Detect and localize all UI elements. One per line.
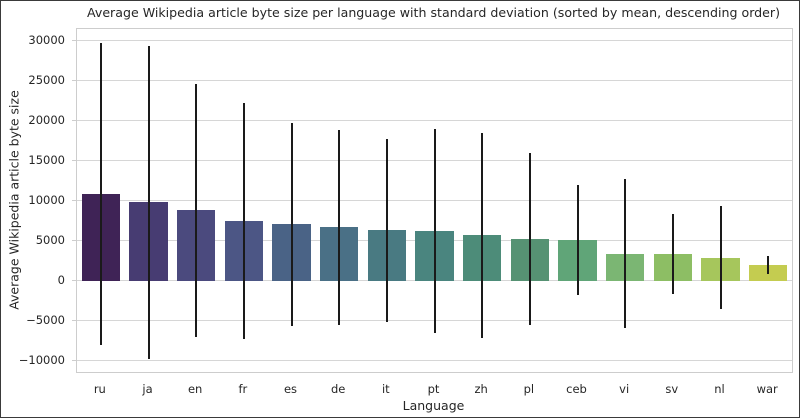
ytick-mark-0 (72, 279, 76, 281)
error-bar-pl (528, 152, 531, 326)
xtick-label-ceb: ceb (566, 382, 587, 396)
error-bar-en (195, 84, 198, 337)
ytick-mark-20000 (72, 119, 76, 121)
ytick-label--10000: −10000 (18, 352, 65, 367)
chart-title: Average Wikipedia article byte size per … (86, 5, 781, 20)
ytick-mark--5000 (72, 319, 76, 321)
error-bar-de (338, 129, 341, 325)
xtick-label-zh: zh (474, 382, 488, 396)
xtick-label-nl: nl (714, 382, 725, 396)
error-bar-vi (624, 178, 627, 329)
error-bar-ja (147, 45, 150, 360)
gridline-20000 (77, 120, 792, 122)
gridline-30000 (77, 40, 792, 42)
error-bar-ru (99, 42, 102, 345)
x-axis-label: Language (402, 398, 465, 413)
ytick-label-15000: 15000 (28, 152, 65, 167)
xtick-label-vi: vi (619, 382, 630, 396)
xtick-label-it: it (381, 382, 390, 396)
error-bar-it (385, 139, 388, 322)
error-bar-pt (433, 128, 436, 334)
error-bar-sv (671, 214, 674, 295)
ytick-label-25000: 25000 (28, 72, 65, 87)
ytick-label-30000: 30000 (28, 32, 65, 47)
plot-area (76, 28, 793, 373)
ytick-label-20000: 20000 (28, 112, 65, 127)
ytick-mark-30000 (72, 39, 76, 41)
xtick-label-sv: sv (665, 382, 679, 396)
ytick-label-5000: 5000 (35, 232, 65, 247)
ytick-label--5000: −5000 (26, 312, 65, 327)
error-bar-war (767, 256, 770, 275)
error-bar-zh (481, 132, 484, 338)
ytick-mark--10000 (72, 359, 76, 361)
xtick-label-es: es (283, 382, 298, 396)
xtick-label-fr: fr (238, 382, 248, 396)
xtick-label-en: en (187, 382, 203, 396)
error-bar-es (290, 122, 293, 326)
xtick-label-ru: ru (93, 382, 106, 396)
xtick-label-de: de (330, 382, 346, 396)
ytick-label-10000: 10000 (28, 192, 65, 207)
xtick-label-pt: pt (427, 382, 440, 396)
xtick-label-war: war (756, 382, 778, 396)
ytick-label-0: 0 (57, 272, 65, 287)
gridline-25000 (77, 80, 792, 82)
error-bar-nl (719, 206, 722, 309)
ytick-mark-10000 (72, 199, 76, 201)
ytick-mark-25000 (72, 79, 76, 81)
ytick-mark-5000 (72, 239, 76, 241)
xtick-label-ja: ja (142, 382, 153, 396)
ytick-mark-15000 (72, 159, 76, 161)
error-bar-ceb (576, 184, 579, 295)
gridline--10000 (77, 360, 792, 362)
xtick-label-pl: pl (523, 382, 535, 396)
error-bar-fr (242, 102, 245, 340)
